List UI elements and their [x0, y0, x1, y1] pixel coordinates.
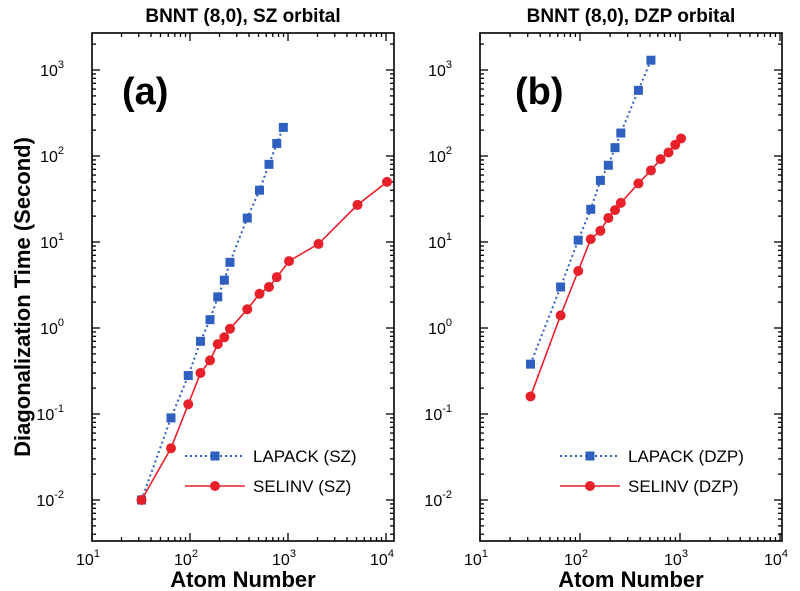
y-tick-label: 100 — [428, 317, 452, 338]
x-axis-label: Atom Number — [170, 567, 316, 591]
data-point-selinv — [603, 213, 614, 224]
y-tick-label: 10-2 — [36, 489, 64, 510]
data-point-selinv — [525, 391, 536, 402]
data-point-selinv — [225, 323, 236, 334]
data-point-lapack — [183, 371, 193, 381]
legend-label: SELINV (DZP) — [628, 477, 739, 496]
x-tick-label: 101 — [464, 548, 488, 569]
data-point-selinv — [254, 288, 265, 299]
series-line-lapack — [140, 127, 285, 501]
legend-label: SELINV (SZ) — [253, 477, 351, 496]
y-tick-label: 10-2 — [424, 489, 452, 510]
data-point-lapack — [595, 175, 605, 185]
data-point-lapack — [610, 143, 620, 153]
data-point-lapack — [272, 138, 282, 148]
chart-title: BNNT (8,0), DZP orbital — [527, 6, 736, 27]
data-point-selinv — [676, 133, 687, 144]
data-point-selinv — [663, 147, 674, 158]
data-point-lapack — [196, 336, 206, 346]
data-point-lapack — [556, 282, 566, 292]
legend-marker — [585, 481, 595, 491]
data-point-selinv — [313, 238, 324, 249]
data-point-selinv — [555, 310, 566, 321]
panel-b: 101 102 103 104 10-2 10-1 100 101 102 103 BNNT (8,… — [424, 6, 788, 591]
legend-marker — [585, 451, 595, 461]
data-point-selinv — [585, 234, 596, 245]
y-tick-label: 10-1 — [36, 403, 64, 424]
data-point-selinv — [573, 266, 584, 277]
data-point-selinv — [219, 332, 230, 343]
legend-label: LAPACK (SZ) — [253, 447, 357, 466]
series-line-lapack — [529, 59, 652, 365]
data-point-lapack — [225, 257, 235, 267]
data-point-lapack — [255, 185, 265, 195]
x-tick-label: 102 — [564, 548, 588, 569]
data-point-lapack — [278, 122, 288, 132]
data-point-lapack — [205, 315, 215, 325]
data-point-lapack — [264, 159, 274, 169]
data-point-selinv — [645, 165, 656, 176]
data-point-lapack — [219, 275, 229, 285]
y-tick-label: 103 — [40, 59, 64, 80]
panel-label: (b) — [515, 71, 564, 113]
panel-label: (a) — [122, 71, 168, 113]
x-tick-label: 101 — [76, 548, 100, 569]
x-tick-label: 104 — [764, 548, 788, 569]
y-tick-label: 102 — [40, 145, 64, 166]
legend-marker — [210, 451, 220, 461]
data-point-lapack — [213, 292, 223, 302]
data-point-selinv — [264, 281, 275, 292]
data-point-selinv — [615, 197, 626, 208]
data-point-selinv — [166, 443, 177, 454]
data-point-lapack — [242, 213, 252, 223]
data-point-selinv — [655, 154, 666, 165]
data-point-selinv — [183, 399, 194, 410]
data-point-lapack — [633, 85, 643, 95]
data-point-selinv — [284, 256, 295, 267]
data-point-selinv — [595, 225, 606, 236]
x-tick-label: 102 — [174, 548, 198, 569]
panel-a: 101 102 103 104 10-2 10-1 100 101 102 103 BNNT (8,… — [10, 6, 395, 591]
y-tick-label: 101 — [428, 231, 452, 252]
data-point-lapack — [573, 235, 583, 245]
x-axis-label: Atom Number — [558, 567, 704, 591]
data-point-lapack — [586, 204, 596, 214]
data-point-lapack — [166, 413, 176, 423]
data-point-selinv — [670, 139, 681, 150]
data-point-selinv — [352, 199, 363, 210]
x-tick-label: 103 — [664, 548, 688, 569]
data-point-selinv — [382, 176, 393, 187]
chart-title: BNNT (8,0), SZ orbital — [145, 6, 340, 27]
data-point-selinv — [205, 355, 216, 366]
data-point-selinv — [212, 339, 223, 350]
y-tick-label: 100 — [40, 317, 64, 338]
data-point-lapack — [616, 128, 626, 138]
legend-marker — [210, 481, 220, 491]
data-point-selinv — [136, 495, 147, 505]
y-tick-label: 103 — [428, 59, 452, 80]
legend-label: LAPACK (DZP) — [628, 447, 744, 466]
data-point-lapack — [646, 55, 656, 65]
data-point-selinv — [610, 205, 621, 216]
y-tick-label: 10-1 — [424, 403, 452, 424]
data-point-selinv — [195, 367, 206, 378]
y-tick-label: 102 — [428, 145, 452, 166]
x-tick-label: 104 — [370, 548, 394, 569]
series-line-selinv — [529, 137, 682, 397]
data-point-lapack — [526, 359, 536, 369]
data-point-selinv — [242, 304, 253, 315]
data-point-lapack — [603, 160, 613, 170]
series-line-selinv — [140, 181, 388, 501]
y-tick-label: 101 — [40, 231, 64, 252]
data-point-selinv — [633, 178, 644, 189]
x-tick-label: 103 — [272, 548, 296, 569]
y-axis-label: Diagonalization Time (Second) — [10, 137, 35, 457]
data-point-selinv — [271, 272, 282, 283]
